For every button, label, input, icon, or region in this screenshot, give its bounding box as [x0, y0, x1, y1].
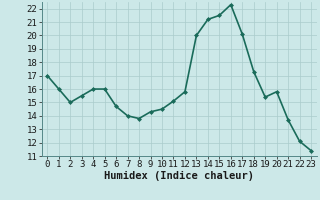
- X-axis label: Humidex (Indice chaleur): Humidex (Indice chaleur): [104, 171, 254, 181]
